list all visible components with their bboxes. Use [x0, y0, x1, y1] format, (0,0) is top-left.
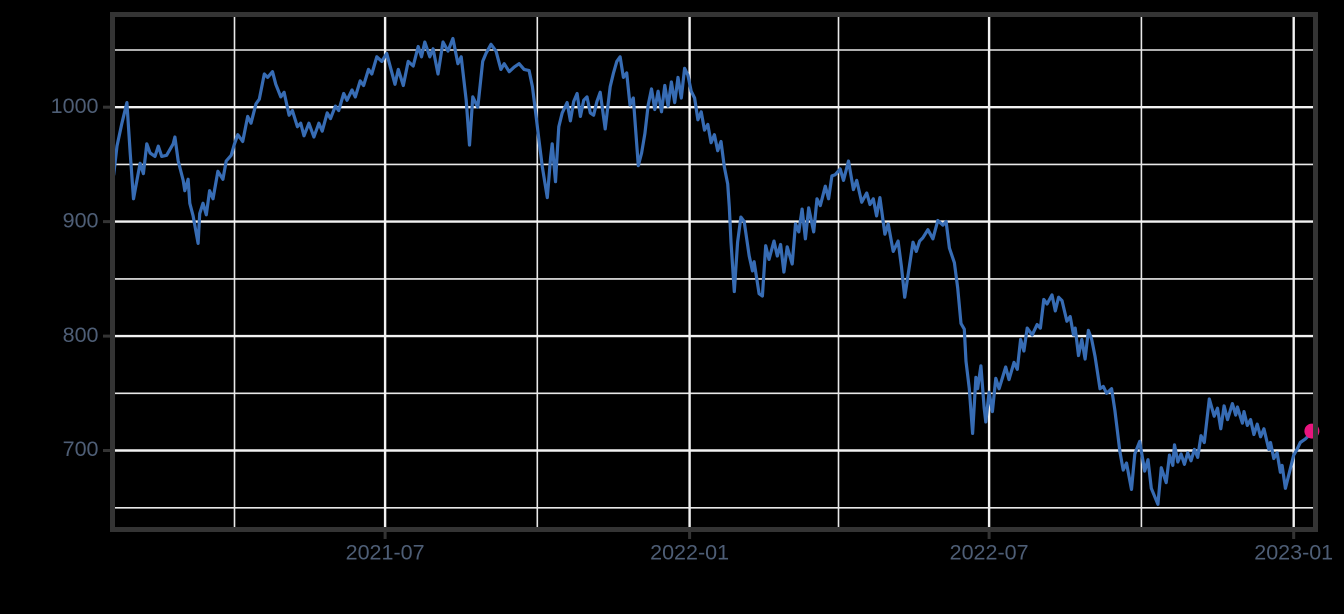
y-axis-tick-label: 900: [63, 208, 99, 232]
y-axis-tick-label: 1000: [51, 94, 99, 118]
x-axis-tick-label: 2022-07: [950, 541, 1029, 565]
y-axis-tick-label: 800: [63, 323, 99, 347]
x-axis-tick-label: 2022-01: [650, 541, 729, 565]
panel-border: [110, 12, 1318, 532]
y-axis-tick-label: 700: [63, 437, 99, 461]
x-axis-tick-label: 2021-07: [346, 541, 425, 565]
x-axis-tick-label: 2023-01: [1254, 541, 1333, 565]
price-line-series: [112, 36, 1314, 506]
